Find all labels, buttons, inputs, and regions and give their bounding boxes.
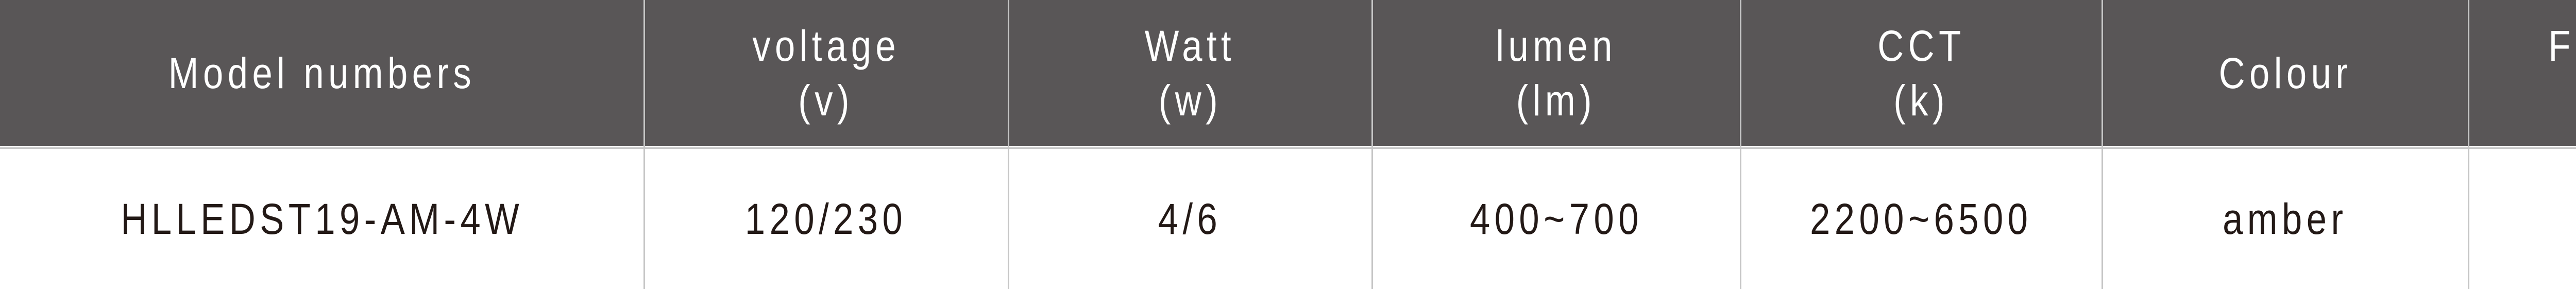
column-divider xyxy=(643,0,645,289)
header-label: Filaments xyxy=(2548,21,2576,70)
header-cell-filaments-count: Filaments Count xyxy=(2468,0,2576,146)
header-label-unit: (k) xyxy=(1893,76,1949,125)
header-cell-lumen: lumen (lm) xyxy=(1372,0,1740,146)
colour-value: amber xyxy=(2223,195,2348,243)
header-label: Colour xyxy=(2218,48,2352,97)
lumen-value: 400~700 xyxy=(1469,195,1643,243)
table-header-row: Model numbers voltage (v) Watt (w) lumen… xyxy=(0,0,2576,146)
header-separator-line xyxy=(0,147,2576,149)
header-label: voltage xyxy=(752,21,900,70)
voltage-value: 120/230 xyxy=(745,195,907,243)
header-cell-voltage: voltage (v) xyxy=(644,0,1008,146)
column-divider xyxy=(1740,0,1741,289)
header-label-unit: (v) xyxy=(798,76,854,125)
header-cell-colour: Colour xyxy=(2102,0,2468,146)
column-divider xyxy=(2102,0,2103,289)
cell-watt: 4/6 xyxy=(1008,149,1372,289)
cell-model-number: HLLEDST19-AM-4W xyxy=(0,149,644,289)
header-label: Model numbers xyxy=(168,48,476,97)
header-label-unit: (w) xyxy=(1158,76,1222,125)
header-label: Watt xyxy=(1144,21,1236,70)
header-label: CCT xyxy=(1877,21,1965,70)
header-cell-model-numbers: Model numbers xyxy=(0,0,644,146)
cct-value: 2200~6500 xyxy=(1810,195,2032,243)
header-cell-watt: Watt (w) xyxy=(1008,0,1372,146)
column-divider xyxy=(2468,0,2469,289)
cell-voltage: 120/230 xyxy=(644,149,1008,289)
cell-filaments-count: 4 xyxy=(2468,149,2576,289)
cell-colour: amber xyxy=(2102,149,2468,289)
column-divider xyxy=(1008,0,1009,289)
model-number-value: HLLEDST19-AM-4W xyxy=(121,195,523,243)
cell-lumen: 400~700 xyxy=(1372,149,1740,289)
column-divider xyxy=(1371,0,1373,289)
header-cell-cct: CCT (k) xyxy=(1740,0,2102,146)
header-label: lumen xyxy=(1496,21,1617,70)
header-label-unit: (lm) xyxy=(1516,76,1597,125)
watt-value: 4/6 xyxy=(1158,195,1222,243)
cell-cct: 2200~6500 xyxy=(1740,149,2102,289)
table-row: HLLEDST19-AM-4W 120/230 4/6 400~700 2200… xyxy=(0,149,2576,289)
